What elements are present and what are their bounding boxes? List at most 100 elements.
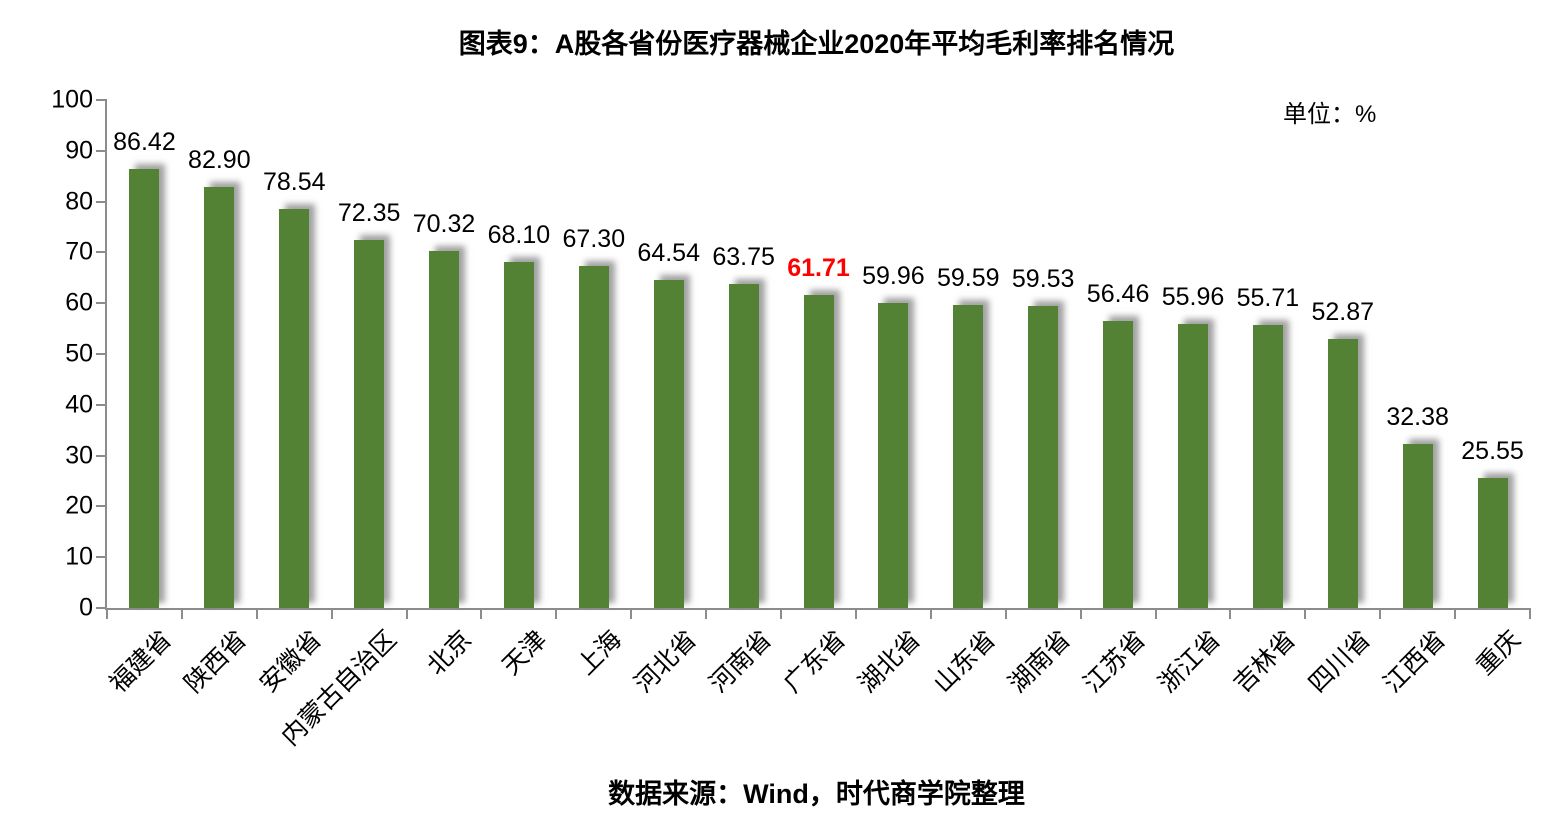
bar-value-label: 56.46 (1086, 280, 1150, 309)
x-category-label: 上海 (571, 625, 627, 681)
bar-value-label: 72.35 (337, 199, 401, 228)
x-axis-tick (405, 608, 408, 619)
y-axis-tick (96, 149, 107, 152)
y-axis-tick-label: 50 (65, 339, 93, 368)
x-category-label: 河南省 (703, 625, 777, 699)
y-axis-tick (96, 403, 107, 406)
bar-value-label: 64.54 (637, 239, 700, 268)
y-axis-tick (96, 200, 107, 203)
x-axis-tick (854, 608, 857, 619)
y-axis-tick-label: 60 (65, 288, 93, 317)
bar (129, 169, 160, 608)
x-axis-tick (106, 608, 108, 619)
x-axis-tick (929, 608, 932, 619)
x-axis-tick (555, 608, 558, 619)
bar-value-label: 68.10 (487, 221, 551, 250)
bar (204, 186, 235, 608)
bar (578, 266, 609, 608)
x-category-label: 广东省 (778, 625, 852, 699)
x-axis-tick (1304, 608, 1307, 619)
x-axis-tick (255, 608, 258, 619)
bar (878, 303, 909, 608)
x-category-label: 江苏省 (1078, 625, 1152, 699)
bar-value-label: 82.90 (188, 145, 251, 174)
x-category-label: 湖北省 (853, 625, 927, 699)
x-axis-tick (180, 608, 183, 619)
y-axis-tick-label: 30 (65, 441, 93, 470)
bar-value-label: 67.30 (562, 225, 626, 254)
x-category-label: 重庆 (1470, 625, 1526, 681)
y-axis-tick-label: 70 (65, 237, 93, 266)
x-axis-tick (1454, 608, 1457, 619)
y-axis-tick-label: 40 (65, 390, 93, 419)
x-axis-tick (480, 608, 483, 619)
bar-value-label: 52.87 (1311, 298, 1375, 327)
bar (1327, 339, 1358, 608)
chart-title: 图表9：A股各省份医疗器械企业2020年平均毛利率排名情况 (458, 29, 1175, 59)
x-axis-tick (705, 608, 708, 619)
y-axis-tick-label: 10 (65, 542, 93, 571)
x-category-label: 天津 (496, 625, 552, 681)
bar (1028, 305, 1059, 608)
bar (354, 240, 385, 608)
bar-value-label: 25.55 (1461, 437, 1524, 466)
bar (1177, 323, 1208, 608)
x-category-label: 陕西省 (179, 625, 253, 699)
bar (1252, 325, 1283, 608)
bar-value-label: 59.59 (937, 264, 1000, 293)
bar (1103, 321, 1134, 608)
x-category-label: 四川省 (1302, 625, 1376, 699)
y-axis-tick-label: 90 (65, 136, 93, 165)
x-category-label: 吉林省 (1228, 625, 1301, 699)
y-axis-tick (96, 302, 107, 305)
bar (728, 284, 759, 608)
x-category-label: 山东省 (928, 625, 1002, 699)
x-category-label: 浙江省 (1153, 625, 1227, 699)
unit-label: 单位：% (1283, 101, 1377, 128)
bar (653, 280, 684, 608)
x-axis-tick (630, 608, 633, 619)
x-axis-tick (780, 608, 783, 619)
source-note: 数据来源：Wind，时代商学院整理 (608, 779, 1025, 809)
y-axis-tick (96, 251, 107, 254)
y-axis-tick (96, 353, 107, 355)
y-axis-tick-label: 20 (65, 491, 93, 520)
y-axis-tick (96, 99, 107, 101)
y-axis-tick-label: 100 (51, 85, 93, 114)
y-axis-tick (96, 454, 107, 457)
bar (429, 250, 460, 608)
y-axis-tick (96, 607, 107, 609)
x-category-label: 湖南省 (1003, 625, 1077, 699)
x-axis-tick (330, 608, 333, 619)
y-axis-tick-label: 80 (65, 187, 93, 216)
bar-value-label: 63.75 (712, 243, 775, 272)
x-axis-tick (1154, 608, 1157, 619)
x-axis-tick (1379, 608, 1382, 619)
bar-value-label: 55.96 (1161, 282, 1225, 311)
x-axis-tick (1079, 608, 1082, 619)
x-category-label: 河北省 (628, 625, 702, 699)
bar (279, 209, 310, 608)
bar-value-label: 61.71 (787, 253, 850, 282)
x-category-label: 安徽省 (254, 625, 328, 699)
bar-value-label: 78.54 (262, 168, 326, 197)
x-category-label: 福建省 (104, 625, 178, 699)
y-axis-tick (96, 505, 107, 508)
bar-value-label: 59.53 (1011, 264, 1075, 293)
bar-value-label: 70.32 (412, 209, 476, 238)
plot-area: 0 10 20 30 40 50 60 70 80 90 100 86.42 福建省 82.90 陕西省 78… (51, 87, 1531, 751)
bar (953, 305, 984, 608)
bar-value-label: 55.71 (1236, 284, 1300, 312)
bar (1477, 478, 1508, 608)
y-axis-tick (96, 556, 107, 559)
bar-value-label: 32.38 (1386, 402, 1449, 431)
bar-value-label: 59.96 (862, 262, 925, 291)
x-axis-tick (1229, 608, 1232, 619)
bar (503, 262, 534, 608)
bar-value-label: 86.42 (113, 128, 176, 156)
bar (803, 294, 834, 608)
x-axis-tick (1004, 608, 1007, 619)
bar (1402, 443, 1433, 608)
x-category-label: 北京 (421, 625, 478, 681)
